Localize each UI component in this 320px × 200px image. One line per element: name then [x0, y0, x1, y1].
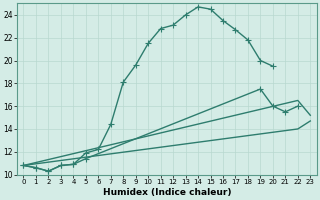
X-axis label: Humidex (Indice chaleur): Humidex (Indice chaleur) [103, 188, 231, 197]
